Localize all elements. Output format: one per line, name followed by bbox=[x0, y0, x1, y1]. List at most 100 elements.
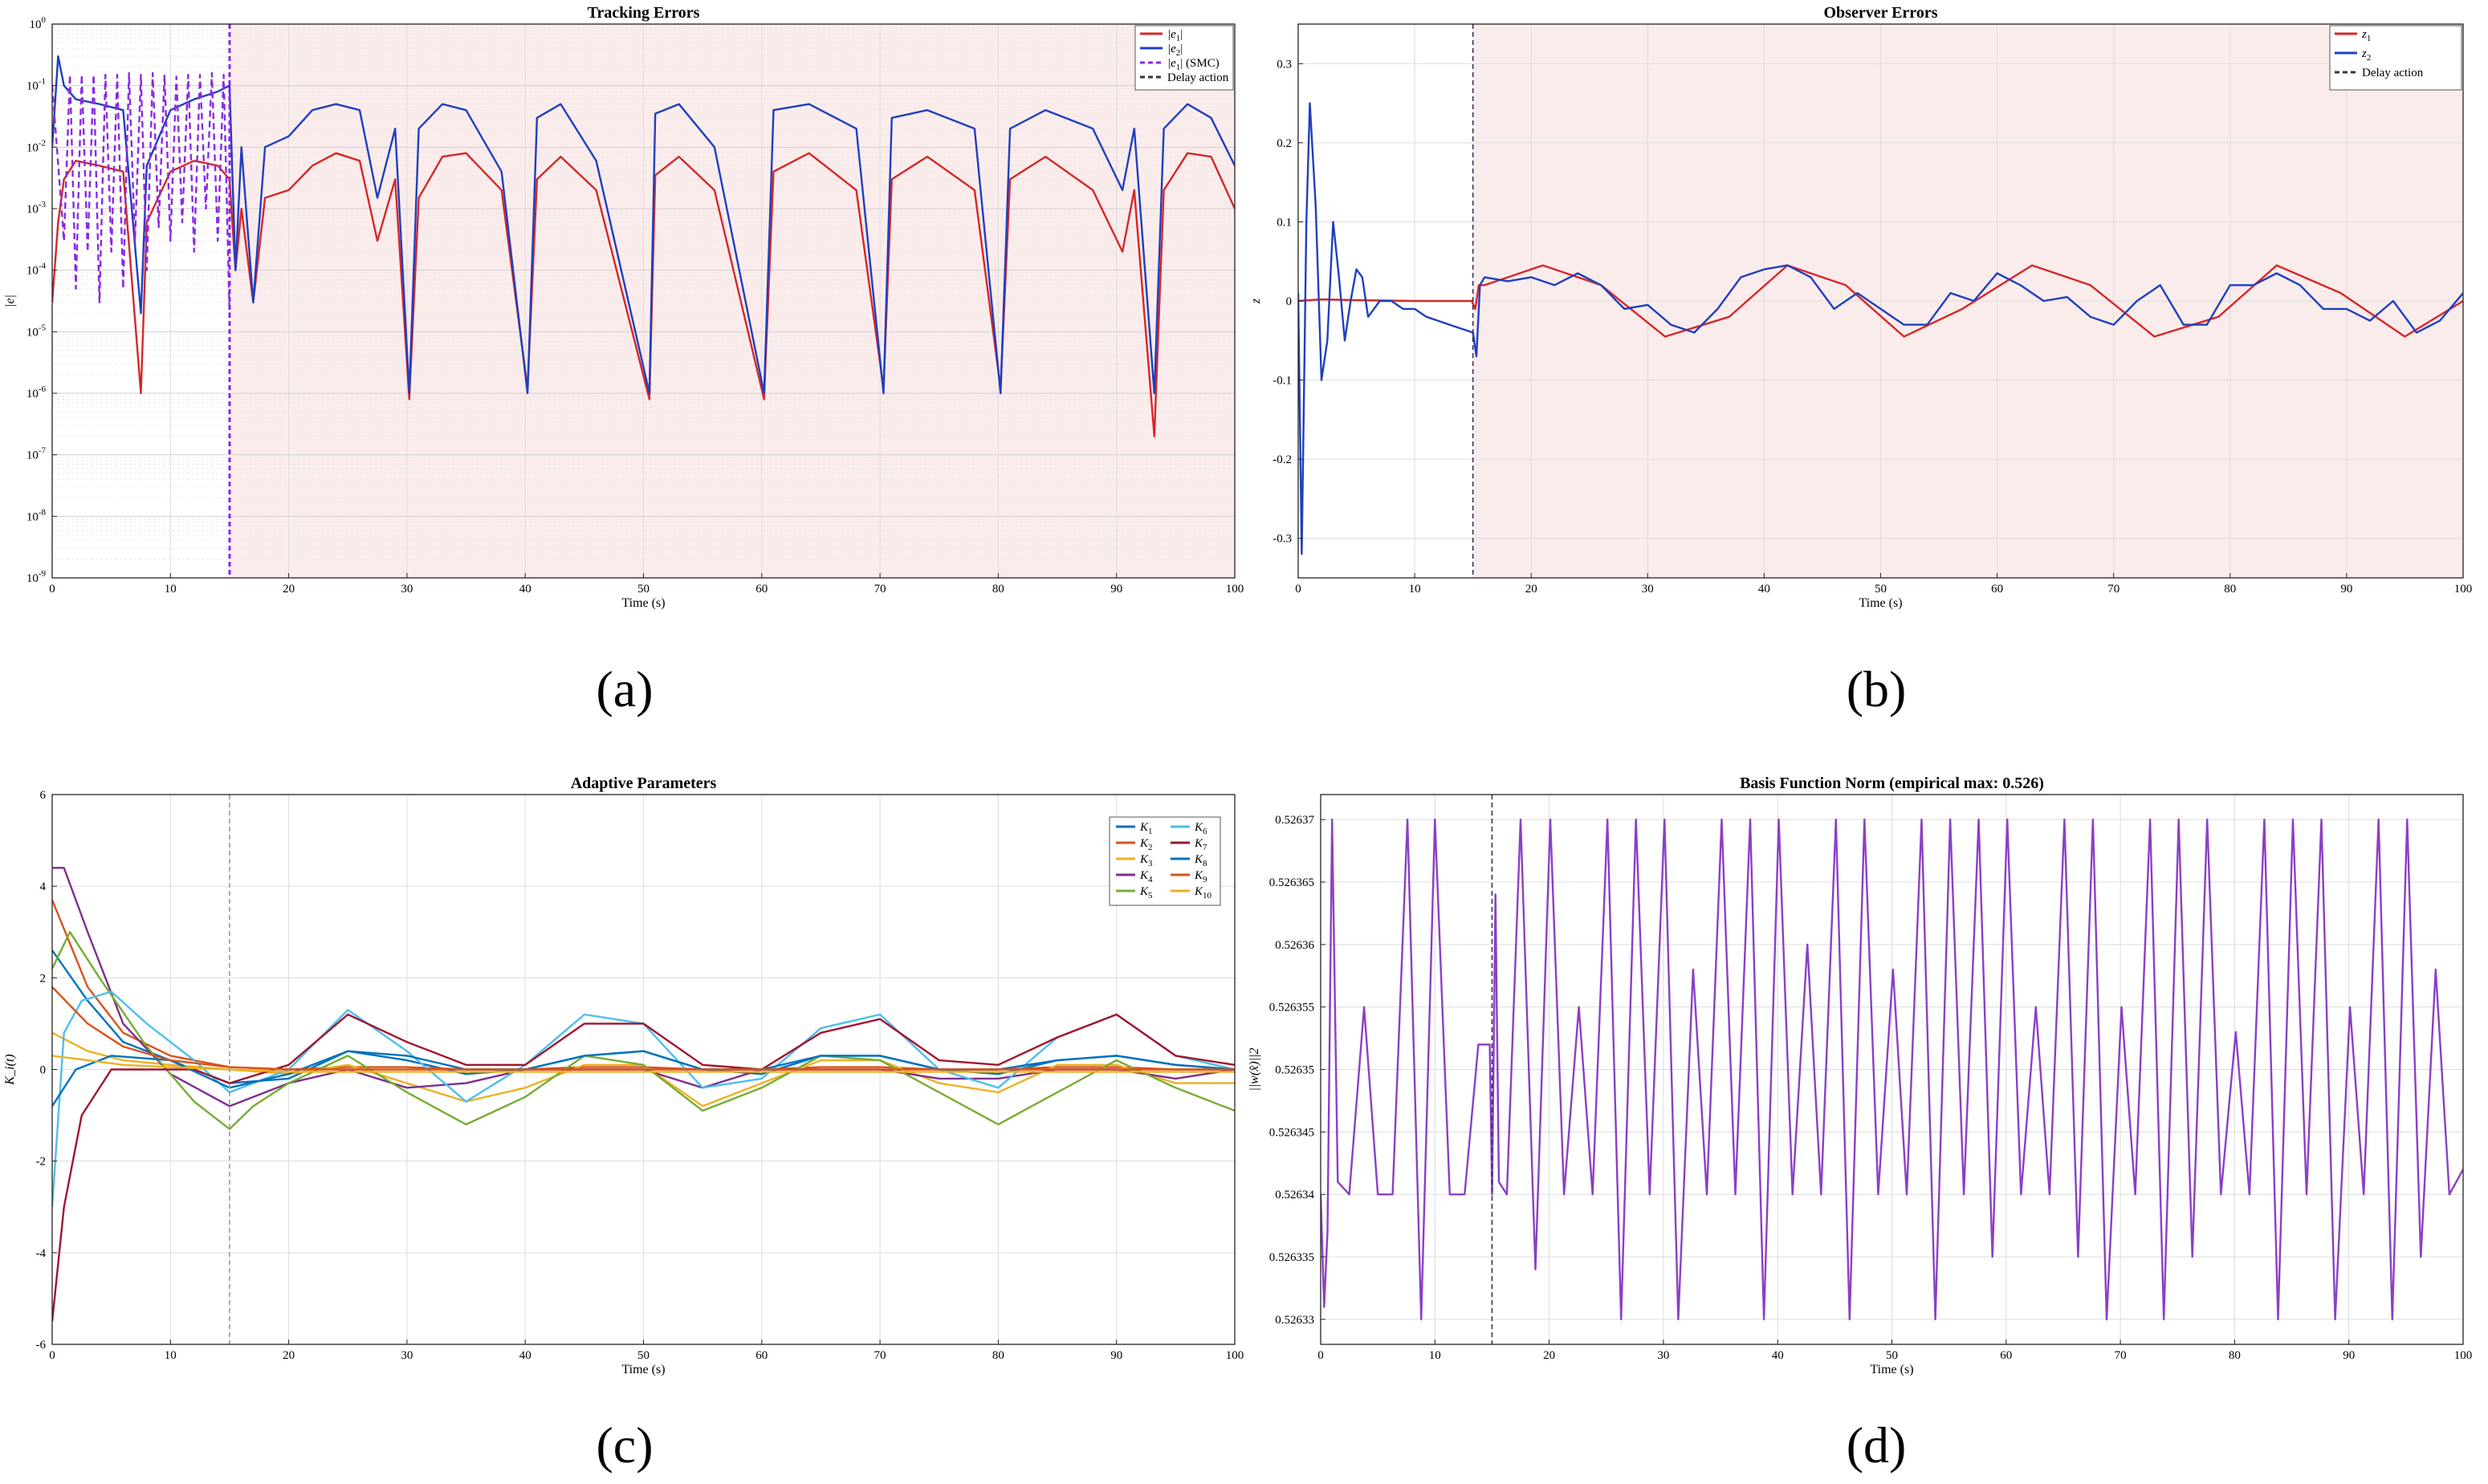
legend-label: K10 bbox=[1194, 885, 1212, 901]
x-tick-label: 30 bbox=[1642, 583, 1654, 596]
y-tick-label: 0.52634 bbox=[1275, 1189, 1314, 1201]
x-tick-label: 90 bbox=[2343, 1349, 2355, 1362]
legend-label: K9 bbox=[1194, 869, 1207, 884]
y-tick-label: 0.3 bbox=[1277, 58, 1292, 71]
series-line-6 bbox=[52, 990, 1235, 1207]
x-tick-label: 90 bbox=[1110, 583, 1122, 596]
legend-label: K5 bbox=[1139, 885, 1153, 901]
x-tick-label: 70 bbox=[874, 583, 886, 596]
series-group bbox=[52, 55, 1235, 437]
x-tick-label: 70 bbox=[2107, 583, 2119, 596]
x-tick-label: 100 bbox=[1226, 1349, 1244, 1362]
y-tick-label: 0.2 bbox=[1277, 137, 1292, 150]
x-tick-label: 10 bbox=[1429, 1349, 1441, 1362]
legend: |e1||e2||e1| (SMC)Delay action bbox=[1134, 25, 1234, 91]
y-tick-label: 10-2 bbox=[26, 138, 46, 154]
x-tick-label: 30 bbox=[401, 1349, 413, 1362]
x-tick-label: 40 bbox=[519, 1349, 531, 1362]
x-tick-label: 80 bbox=[2224, 583, 2236, 596]
y-tick-label: -0.2 bbox=[1273, 453, 1292, 466]
x-tick-label: 40 bbox=[1758, 583, 1770, 596]
y-tick-label: 4 bbox=[40, 880, 47, 893]
y-tick-label: 0.526365 bbox=[1269, 876, 1314, 889]
y-tick-label: -0.1 bbox=[1273, 375, 1292, 388]
chart-title: Basis Function Norm (empirical max: 0.52… bbox=[1740, 775, 2044, 792]
y-tick-label: 0.52635 bbox=[1275, 1064, 1314, 1077]
y-tick-label: -0.3 bbox=[1273, 533, 1292, 546]
chart-title: Adaptive Parameters bbox=[571, 775, 717, 792]
chart-panel-3: 0 10 20 30 40 50 60 70 80 90 100 -6 -4 -2 0 2 4 6 Adaptive… bbox=[3, 775, 1244, 1376]
series-line-1 bbox=[1321, 818, 2463, 1321]
x-tick-label: 70 bbox=[874, 1349, 886, 1362]
y-axis-label: K_i(t) bbox=[3, 1054, 17, 1085]
chart-title: Observer Errors bbox=[1823, 4, 1937, 22]
y-axis-label: ||w(x̂)||2 bbox=[1248, 1047, 1261, 1091]
y-tick-label: 0.1 bbox=[1277, 216, 1292, 229]
y-tick-label: 0.526335 bbox=[1269, 1251, 1314, 1264]
series-group bbox=[1298, 102, 2463, 555]
series-line-7 bbox=[52, 1013, 1235, 1322]
x-tick-label: 100 bbox=[2454, 583, 2473, 596]
y-tick-label: 10-8 bbox=[26, 507, 47, 523]
x-tick-label: 50 bbox=[1875, 583, 1887, 596]
series-line-8 bbox=[52, 1050, 1235, 1107]
series-line-2 bbox=[52, 899, 1235, 1071]
y-tick-label: 2 bbox=[40, 972, 47, 985]
x-tick-label: 100 bbox=[2454, 1349, 2473, 1362]
x-tick-label: 0 bbox=[1317, 1349, 1324, 1362]
x-tick-label: 90 bbox=[1110, 1349, 1122, 1362]
x-tick-label: 10 bbox=[165, 1349, 177, 1362]
x-tick-label: 20 bbox=[283, 1349, 295, 1362]
chart-panel-1: 0 10 20 30 40 50 60 70 80 90 100 10-9 10-8 10-7 10-6 10… bbox=[3, 4, 1244, 610]
legend-label: K8 bbox=[1194, 853, 1207, 868]
legend-box bbox=[1134, 25, 1234, 91]
x-tick-label: 0 bbox=[1295, 583, 1301, 596]
y-axis-label: z bbox=[1249, 298, 1263, 304]
y-tick-label: 10-1 bbox=[26, 77, 46, 93]
legend-label: K7 bbox=[1194, 837, 1207, 852]
x-tick-label: 0 bbox=[49, 583, 55, 596]
x-tick-label: 20 bbox=[1543, 1349, 1555, 1362]
legend-label: K2 bbox=[1139, 837, 1153, 852]
x-tick-label: 40 bbox=[519, 583, 531, 596]
x-axis-label: Time (s) bbox=[621, 1363, 665, 1376]
chart-title: Tracking Errors bbox=[588, 4, 700, 22]
y-axis-label: |e| bbox=[3, 295, 17, 307]
panel-label: (b) bbox=[1847, 661, 1907, 718]
x-tick-label: 70 bbox=[2115, 1349, 2127, 1362]
y-tick-label: 0 bbox=[1286, 295, 1293, 308]
y-tick-label: 0 bbox=[40, 1064, 47, 1077]
series-line-3 bbox=[52, 71, 231, 314]
series-group bbox=[1321, 818, 2463, 1321]
x-tick-label: 90 bbox=[2340, 583, 2352, 596]
y-tick-label: 10-9 bbox=[26, 569, 47, 585]
x-tick-label: 20 bbox=[1525, 583, 1537, 596]
x-tick-label: 20 bbox=[283, 583, 295, 596]
legend-label: K1 bbox=[1139, 821, 1153, 836]
legend-label: z2 bbox=[2361, 47, 2371, 63]
y-tick-label: 0.526355 bbox=[1269, 1002, 1314, 1014]
x-tick-label: 10 bbox=[1409, 583, 1421, 596]
chart-panel-2: 0 10 20 30 40 50 60 70 80 90 100 -0.3 -0.2 -0.1 0 0.1 0.… bbox=[1249, 4, 2472, 610]
y-tick-label: 10-3 bbox=[26, 200, 47, 216]
y-tick-label: 0.526345 bbox=[1269, 1126, 1314, 1139]
x-tick-label: 50 bbox=[1886, 1349, 1898, 1362]
series-line-1 bbox=[1298, 264, 2463, 338]
legend-label: z1 bbox=[2361, 28, 2371, 43]
y-tick-label: 10-7 bbox=[26, 446, 47, 462]
legend-label: |e1| (SMC) bbox=[1167, 57, 1220, 72]
x-tick-label: 80 bbox=[992, 583, 1004, 596]
x-axis-label: Time (s) bbox=[1859, 596, 1902, 610]
y-tick-label: 100 bbox=[30, 15, 47, 31]
series-line-9 bbox=[52, 986, 1235, 1071]
y-tick-label: 10-4 bbox=[26, 262, 47, 278]
y-tick-label: 0.52637 bbox=[1275, 814, 1314, 827]
x-tick-label: 80 bbox=[2229, 1349, 2241, 1362]
delay-shaded-region bbox=[229, 24, 1236, 578]
legend-label: Delay action bbox=[2362, 67, 2424, 79]
legend-label: K4 bbox=[1139, 869, 1153, 884]
y-tick-label: -2 bbox=[36, 1156, 47, 1169]
x-tick-label: 40 bbox=[1772, 1349, 1784, 1362]
x-tick-label: 60 bbox=[2000, 1349, 2012, 1362]
